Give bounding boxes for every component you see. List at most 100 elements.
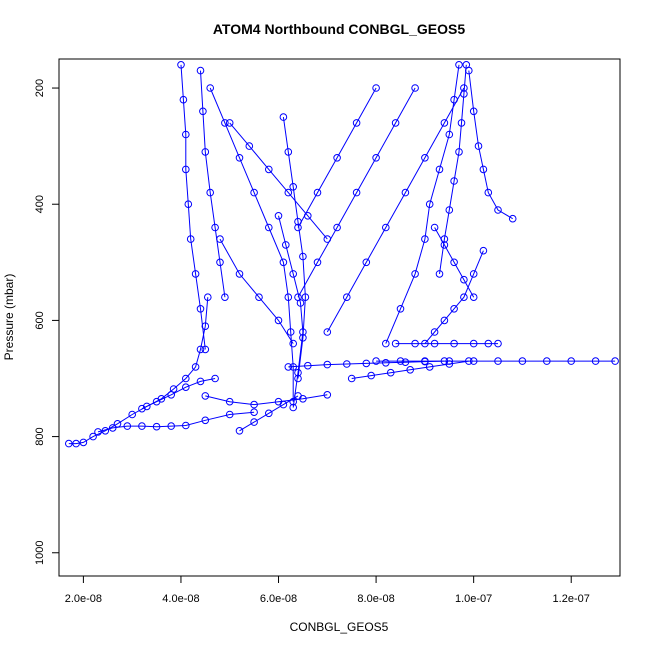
series-line [278, 215, 304, 408]
data-point [382, 339, 390, 348]
data-point [65, 439, 73, 448]
y-tick-label: 1000 [34, 541, 46, 565]
series-line [468, 70, 513, 220]
data-point [440, 316, 449, 325]
data-point [221, 293, 229, 302]
data-point [440, 119, 449, 127]
data-point [372, 357, 380, 365]
series-line [434, 227, 475, 298]
data-point [430, 339, 439, 348]
data-point [494, 339, 502, 348]
data-point [401, 358, 410, 367]
series-line [297, 87, 416, 298]
series-line [385, 64, 460, 344]
data-point [250, 408, 258, 417]
data-point [484, 188, 493, 197]
data-point [445, 206, 454, 214]
data-point [255, 293, 263, 302]
series-line [97, 411, 255, 433]
data-point [469, 270, 478, 278]
x-tick-label: 2.0e-08 [65, 593, 102, 605]
data-point [386, 368, 395, 377]
data-point [235, 270, 244, 278]
data-point [421, 154, 429, 162]
data-point [479, 165, 488, 174]
data-point [362, 258, 371, 267]
data-point [435, 165, 444, 174]
series-line [68, 297, 209, 445]
series-line [205, 394, 328, 406]
data-point [265, 223, 273, 232]
data-point [196, 345, 205, 354]
data-point [225, 397, 234, 406]
series-line [209, 87, 294, 402]
data-point [199, 107, 207, 116]
data-point [440, 241, 449, 249]
data-point [201, 392, 210, 400]
data-point [479, 246, 488, 255]
data-point [323, 235, 332, 243]
y-axis: 200 400 600 800 1000 [34, 79, 60, 565]
data-point [469, 339, 478, 348]
data-point [206, 188, 214, 197]
x-tick-label: 1.2e-07 [553, 593, 590, 605]
y-tick-label: 400 [34, 195, 46, 213]
data-point [450, 305, 458, 313]
data-point [382, 223, 390, 232]
y-tick-label: 800 [34, 427, 46, 445]
data-point [469, 293, 478, 302]
data-point [430, 223, 439, 232]
data-point [279, 400, 288, 409]
series-line [424, 250, 484, 344]
data-point [284, 363, 293, 371]
x-tick-label: 1.0e-07 [455, 593, 492, 605]
data-point [421, 235, 429, 243]
data-point [465, 357, 473, 365]
series-line [326, 87, 465, 333]
data-point [274, 316, 283, 325]
data-point [89, 432, 97, 441]
data-point [216, 258, 224, 267]
data-point [299, 328, 307, 336]
data-point [469, 357, 478, 365]
data-point [406, 366, 415, 374]
data-point [216, 235, 224, 243]
data-point [221, 119, 229, 127]
data-point [191, 363, 200, 371]
data-point [591, 357, 600, 365]
y-axis-label: Pressure (mbar) [2, 274, 16, 361]
data-point [543, 357, 551, 365]
data-point [372, 84, 380, 92]
data-point [123, 422, 132, 430]
data-point [333, 223, 341, 232]
data-point [186, 235, 195, 243]
data-point [396, 357, 405, 365]
data-point [289, 339, 298, 348]
data-point [72, 439, 80, 448]
data-point [204, 293, 212, 302]
data-point [179, 95, 188, 104]
data-point [294, 293, 302, 302]
series-line [239, 395, 299, 432]
data-point [250, 400, 258, 409]
data-point [274, 212, 283, 220]
chart-title: ATOM4 Northbound CONBGL_GEOS5 [213, 21, 465, 37]
data-point [284, 293, 293, 302]
data-point [196, 305, 205, 313]
data-point [474, 142, 483, 150]
data-point [250, 418, 258, 426]
data-point [367, 371, 376, 380]
data-point [460, 275, 468, 284]
x-axis-label: CONBGL_GEOS5 [290, 620, 389, 634]
data-point [201, 148, 210, 156]
data-point [347, 374, 356, 383]
series-line [219, 238, 294, 344]
data-point [235, 427, 244, 435]
data-point [279, 113, 288, 121]
data-point [289, 403, 298, 412]
data-point [282, 241, 290, 249]
data-point [294, 223, 302, 232]
x-tick-label: 8.0e-08 [357, 593, 394, 605]
data-point [108, 424, 117, 432]
